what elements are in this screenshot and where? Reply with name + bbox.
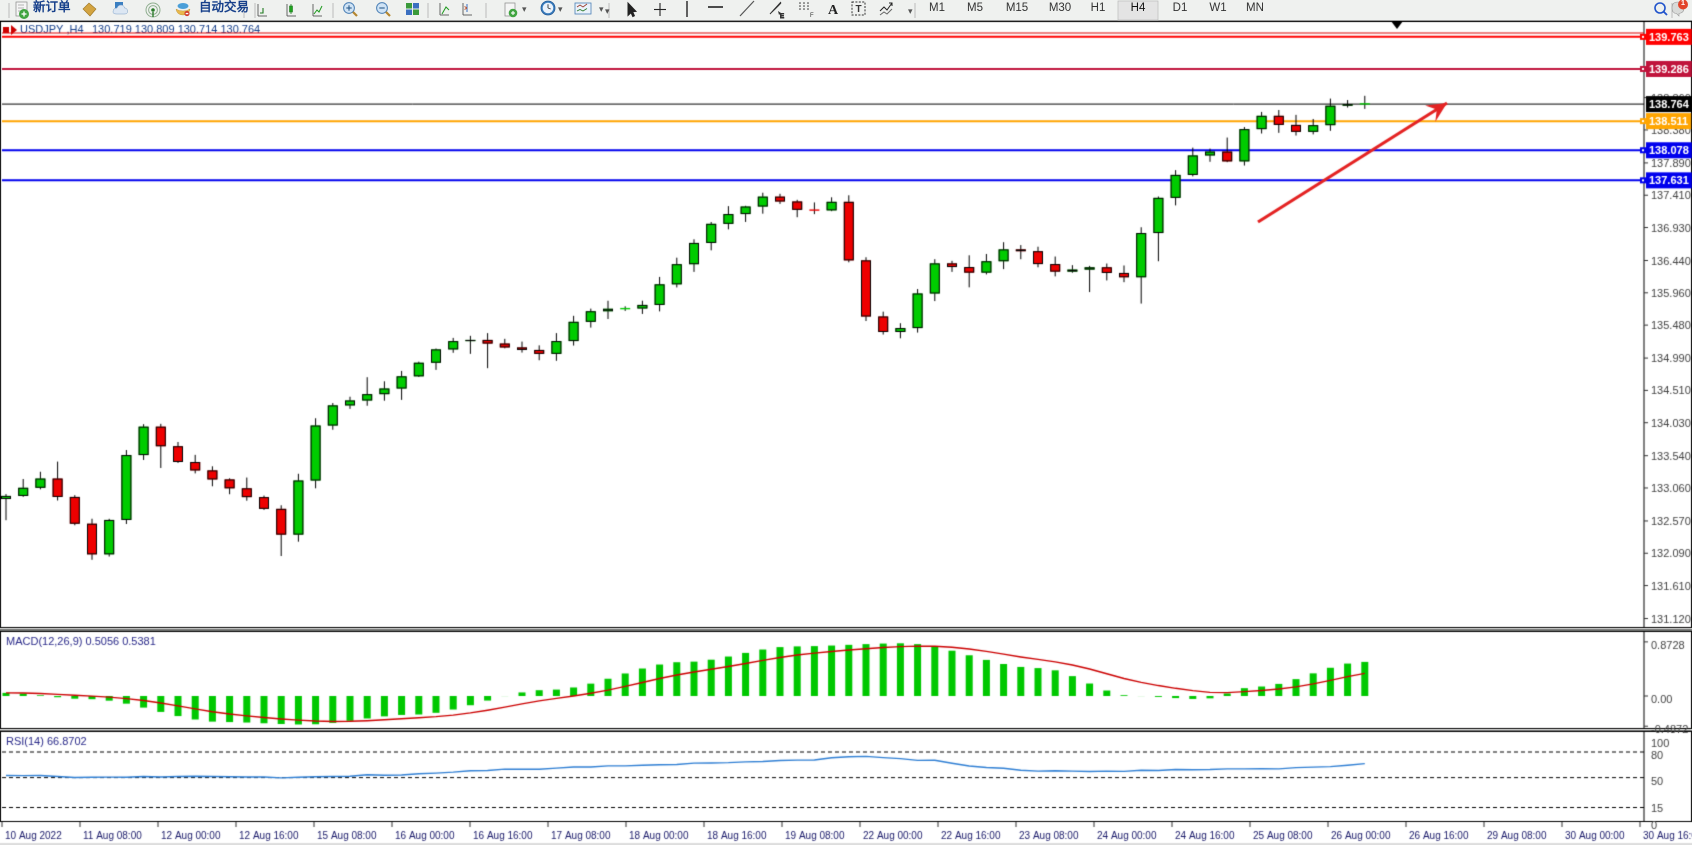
svg-text:W1: W1 xyxy=(1209,2,1226,14)
svg-text:新订单: 新订单 xyxy=(33,0,71,14)
svg-text:▾: ▾ xyxy=(599,4,604,14)
svg-text:H1: H1 xyxy=(1091,2,1106,14)
svg-text:M30: M30 xyxy=(1049,2,1071,14)
svg-text:自动交易: 自动交易 xyxy=(199,0,249,14)
svg-text:H4: H4 xyxy=(1131,2,1146,14)
svg-text:F: F xyxy=(810,13,814,19)
svg-text:▾: ▾ xyxy=(558,4,563,14)
svg-text:M1: M1 xyxy=(929,2,945,14)
svg-text:M15: M15 xyxy=(1006,2,1028,14)
svg-text:T: T xyxy=(855,4,861,15)
svg-text:D1: D1 xyxy=(1173,2,1188,14)
svg-text:1: 1 xyxy=(1681,0,1685,7)
svg-text:▾: ▾ xyxy=(605,6,610,16)
svg-text:E: E xyxy=(780,14,784,20)
svg-text:M5: M5 xyxy=(967,2,983,14)
svg-text:MN: MN xyxy=(1246,2,1264,14)
svg-text:▾: ▾ xyxy=(908,6,913,16)
svg-text:A: A xyxy=(828,3,839,18)
svg-text:▾: ▾ xyxy=(522,4,527,14)
